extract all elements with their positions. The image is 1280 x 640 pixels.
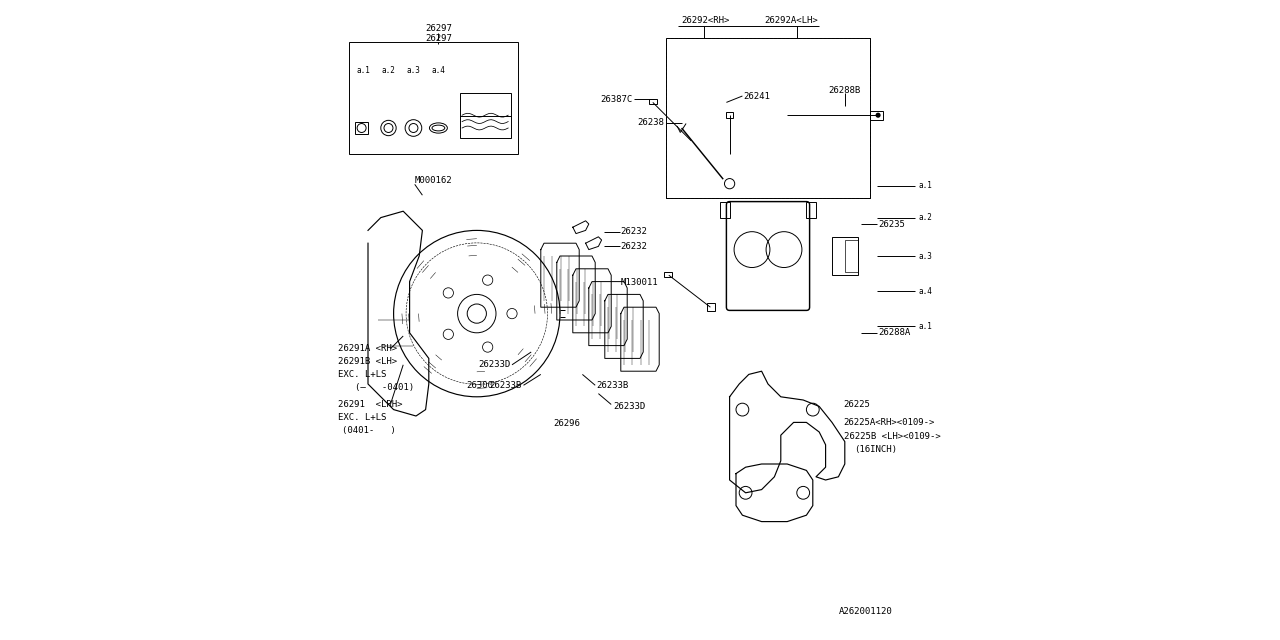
Text: a.2: a.2 [919, 213, 932, 222]
Text: 26288A: 26288A [878, 328, 910, 337]
Bar [727, 112, 732, 118]
Text: a.3: a.3 [407, 66, 420, 75]
Bar [356, 122, 369, 134]
Text: a.1: a.1 [357, 66, 370, 75]
Bar [832, 237, 858, 275]
Bar [664, 272, 672, 277]
Text: (16INCH): (16INCH) [855, 445, 897, 454]
Text: 26225A<RH><0109->: 26225A<RH><0109-> [844, 418, 934, 427]
Bar [348, 42, 518, 154]
Text: 26291A <RH>: 26291A <RH> [338, 344, 397, 353]
Bar [666, 38, 870, 198]
Text: EXC. L+LS: EXC. L+LS [338, 370, 387, 379]
Text: 26387C: 26387C [600, 95, 632, 104]
Text: 26225B <LH><0109->: 26225B <LH><0109-> [844, 432, 941, 441]
Text: a.1: a.1 [919, 181, 932, 190]
Text: a.4: a.4 [431, 66, 445, 75]
Text: 26292A<LH>: 26292A<LH> [765, 16, 818, 25]
Text: (0401-   ): (0401- ) [343, 426, 396, 435]
Text: EXC. L+LS: EXC. L+LS [338, 413, 387, 422]
Text: a.1: a.1 [919, 322, 932, 331]
Circle shape [876, 113, 881, 118]
Text: 26232: 26232 [621, 242, 648, 251]
Bar [719, 202, 730, 218]
Text: 26238: 26238 [637, 118, 664, 127]
Text: 26235: 26235 [878, 220, 905, 228]
Bar [708, 303, 716, 311]
Bar [460, 93, 511, 138]
Text: 26233D: 26233D [479, 360, 511, 369]
Text: a.2: a.2 [381, 66, 396, 75]
Bar [870, 111, 883, 120]
Text: 26297: 26297 [425, 24, 452, 33]
Text: 26297: 26297 [425, 34, 452, 43]
Text: 26225: 26225 [844, 400, 870, 409]
Text: a.3: a.3 [919, 252, 932, 260]
Text: 26233D: 26233D [613, 402, 645, 411]
Text: M130011: M130011 [621, 278, 658, 287]
Text: A262001120: A262001120 [840, 607, 893, 616]
Text: M000162: M000162 [415, 176, 452, 185]
Text: (—   -0401): (— -0401) [356, 383, 415, 392]
Text: 26232: 26232 [621, 227, 648, 236]
Bar [806, 202, 817, 218]
Text: a.4: a.4 [919, 287, 932, 296]
Text: 26291B <LH>: 26291B <LH> [338, 357, 397, 366]
Text: 26300: 26300 [466, 381, 493, 390]
Text: 26233B: 26233B [596, 381, 628, 390]
Text: 26296: 26296 [553, 419, 580, 428]
Text: 26233B: 26233B [489, 381, 522, 390]
Circle shape [724, 179, 735, 189]
Bar [649, 99, 657, 104]
Text: 26292<RH>: 26292<RH> [681, 16, 730, 25]
Text: 26288B: 26288B [828, 86, 861, 95]
Bar [666, 38, 870, 198]
Text: 26291  <LRH>: 26291 <LRH> [338, 400, 402, 409]
Bar [845, 240, 858, 272]
Text: 26241: 26241 [744, 92, 771, 100]
